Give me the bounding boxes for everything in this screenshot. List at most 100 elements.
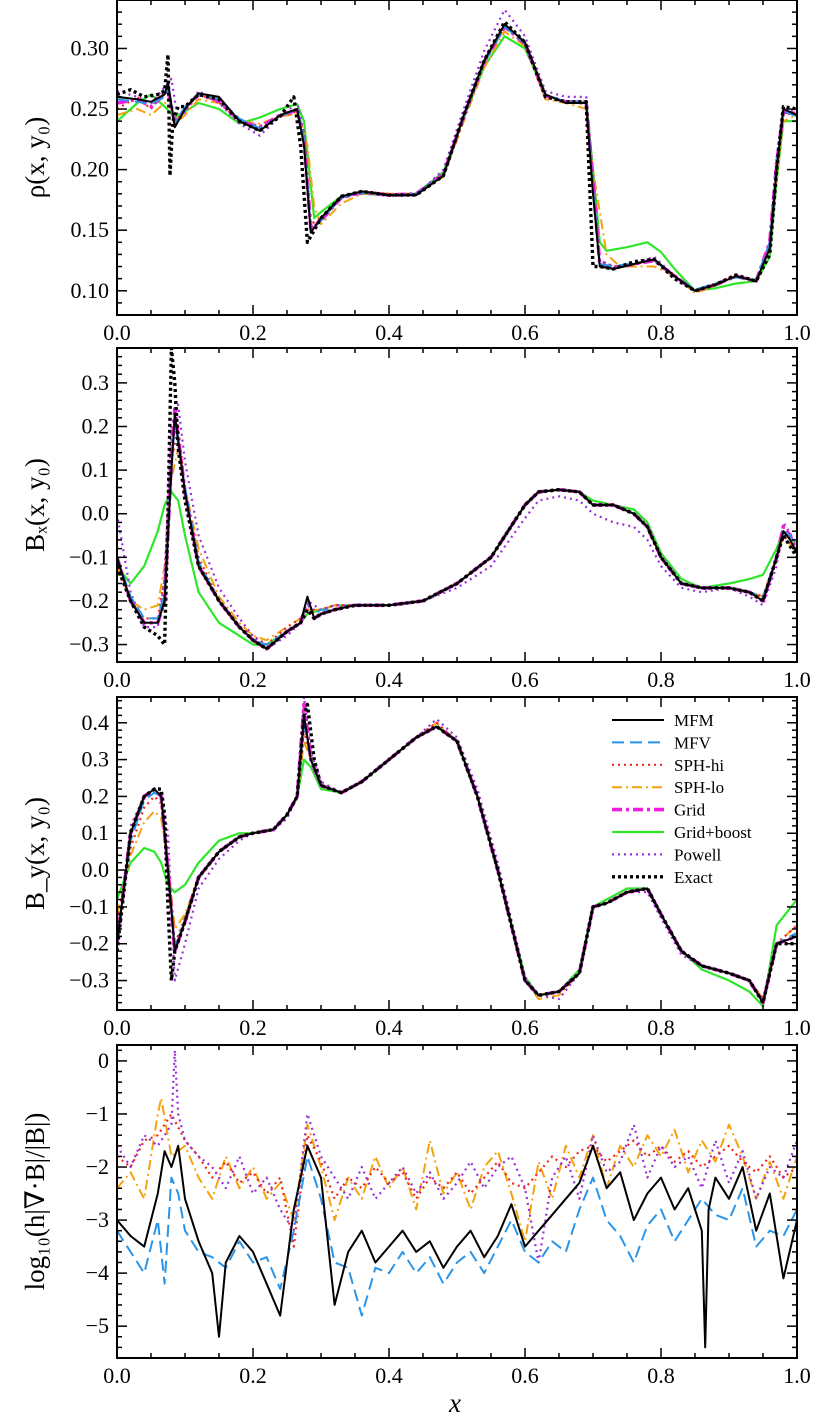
- series-line-powell: [117, 403, 797, 650]
- x-tick-label: 0.0: [103, 320, 131, 345]
- x-tick-label: 0.2: [239, 667, 267, 692]
- x-tick-label: 0.2: [239, 320, 267, 345]
- x-tick-label: 0.8: [647, 1015, 675, 1040]
- y-axis-label: ρ(x, y₀): [20, 117, 50, 198]
- x-tick-label: 0.6: [511, 1015, 539, 1040]
- y-ticks: 0.10 0.15 0.20 0.25 0.30: [71, 0, 797, 316]
- series-line-grid: [117, 407, 797, 651]
- legend-item-sph-hi: SPH-hi: [612, 756, 724, 775]
- y-ticks: −0.3 −0.2 −0.1 0.0 0.1 0.2 0.3 0.4: [69, 699, 797, 1011]
- series-line-grid-boost: [117, 488, 797, 646]
- y-tick-label: −5: [86, 1313, 109, 1338]
- panel-By: 0.0 0.2 0.4 0.6 0.8 1.0−0.3 −0.2 −0.1 0.0 0.1 0.2 0…: [20, 696, 811, 1040]
- legend-item-grid: Grid: [612, 801, 706, 820]
- y-tick-label: 0.1: [82, 820, 110, 845]
- series-line-sph-lo: [117, 30, 797, 295]
- y-tick-label: 0.3: [82, 370, 110, 395]
- legend-label: MFV: [674, 733, 712, 752]
- y-tick-label: −1: [86, 1101, 109, 1126]
- y-tick-label: −4: [86, 1260, 109, 1285]
- legend-item-mfm: MFM: [612, 711, 714, 730]
- y-tick-label: −0.3: [69, 968, 109, 993]
- y-axis-label: log₁₀(h|∇·B|/|B|): [20, 1113, 50, 1291]
- y-ticks: −5 −4 −3 −2 −1 0: [86, 1048, 797, 1359]
- x-ticks: 0.0 0.2 0.4 0.6 0.8 1.0: [103, 0, 811, 345]
- y-tick-label: −0.3: [69, 632, 109, 657]
- x-tick-label: 0.2: [239, 1015, 267, 1040]
- x-tick-label: 0.0: [103, 1015, 131, 1040]
- axes-frame: [116, 347, 798, 663]
- series-line-sph-hi: [117, 1112, 797, 1248]
- y-tick-label: 0: [98, 1048, 109, 1073]
- series-line-mfv: [117, 1155, 797, 1317]
- y-tick-label: 0.0: [82, 501, 110, 526]
- series-line-sph-hi: [117, 25, 797, 292]
- y-tick-label: −0.1: [69, 544, 109, 569]
- x-ticks: 0.0 0.2 0.4 0.6 0.8 1.0: [103, 697, 811, 1040]
- y-tick-label: 0.3: [82, 747, 110, 772]
- x-tick-label: 0.8: [647, 320, 675, 345]
- series-group: [117, 8, 797, 295]
- y-tick-label: 0.25: [71, 96, 110, 121]
- y-tick-label: −2: [86, 1154, 109, 1179]
- y-tick-label: −0.1: [69, 894, 109, 919]
- y-tick-label: 0.15: [71, 217, 110, 242]
- series-line-powell: [117, 1049, 797, 1264]
- chart-panels: 0.0 0.2 0.4 0.6 0.8 1.00.100.150.200.250.30ρ(…: [20, 0, 811, 1388]
- series-line-grid: [117, 24, 797, 293]
- y-tick-label: 0.2: [82, 414, 110, 439]
- x-tick-label: 1.0: [783, 1363, 811, 1388]
- y-tick-label: 0.4: [82, 710, 110, 735]
- series-line-grid-boost: [117, 35, 797, 292]
- x-tick-label: 0.2: [239, 1363, 267, 1388]
- legend-item-powell: Powell: [612, 845, 722, 864]
- series-line-mfm: [117, 1144, 797, 1349]
- legend-label: Grid: [674, 801, 706, 820]
- axes-frame: [116, 0, 798, 316]
- panel-rho: 0.0 0.2 0.4 0.6 0.8 1.0 0.10 0.15 0.20 0.25 0.30 ρ(…: [20, 0, 811, 345]
- y-tick-label: 0.20: [71, 157, 110, 182]
- x-tick-label: 0.4: [375, 1363, 403, 1388]
- series-line-mfv: [117, 25, 797, 291]
- x-ticks: 0.0 0.2 0.4 0.6 0.8 1.0: [103, 1045, 811, 1388]
- legend-item-exact: Exact: [612, 868, 713, 887]
- y-tick-label: 0.30: [71, 35, 110, 60]
- series-line-mfm: [117, 23, 797, 292]
- legend: MFM MFV SPH-hi SPH-lo Grid Grid+boost Powell Ex…: [612, 711, 752, 887]
- series-line-sph-lo: [117, 1097, 797, 1243]
- x-tick-label: 0.4: [375, 1015, 403, 1040]
- x-tick-label: 1.0: [783, 320, 811, 345]
- y-tick-label: 0.1: [82, 457, 110, 482]
- series-line-exact: [117, 348, 797, 651]
- x-tick-label: 0.6: [511, 320, 539, 345]
- panel-Bx: 0.0 0.2 0.4 0.6 0.8 1.0−0.3−0.2−0.10.00.10.20…: [20, 347, 811, 692]
- legend-label: Grid+boost: [674, 823, 752, 842]
- y-tick-label: 0.0: [82, 857, 110, 882]
- series-group: [117, 697, 797, 1008]
- axes-frame: [116, 1044, 798, 1359]
- legend-item-sph-lo: SPH-lo: [612, 778, 724, 797]
- legend-item-mfv: MFV: [612, 733, 712, 752]
- y-axis-label: Bₓ(x, y₀): [20, 458, 50, 552]
- legend-label: Exact: [674, 868, 713, 887]
- legend-item-grid-boost: Grid+boost: [612, 823, 752, 842]
- x-tick-label: 0.4: [375, 320, 403, 345]
- legend-label: SPH-hi: [674, 756, 724, 775]
- x-tick-label: 0.6: [511, 667, 539, 692]
- series-group: [117, 348, 797, 651]
- series-line-mfm: [117, 714, 797, 1004]
- x-tick-label: 0.4: [375, 667, 403, 692]
- series-line-sph-hi: [117, 425, 797, 646]
- series-line-mfm: [117, 412, 797, 650]
- series-line-powell: [117, 8, 797, 292]
- series-line-exact: [117, 20, 797, 293]
- y-axis-label: B_y(x, y₀): [20, 797, 50, 910]
- y-tick-label: 0.10: [71, 278, 110, 303]
- y-tick-label: −0.2: [69, 588, 109, 613]
- y-tick-label: −0.2: [69, 931, 109, 956]
- x-tick-label: 1.0: [783, 1015, 811, 1040]
- x-tick-label: 0.6: [511, 1363, 539, 1388]
- x-tick-label: 1.0: [783, 667, 811, 692]
- series-line-mfv: [117, 421, 797, 646]
